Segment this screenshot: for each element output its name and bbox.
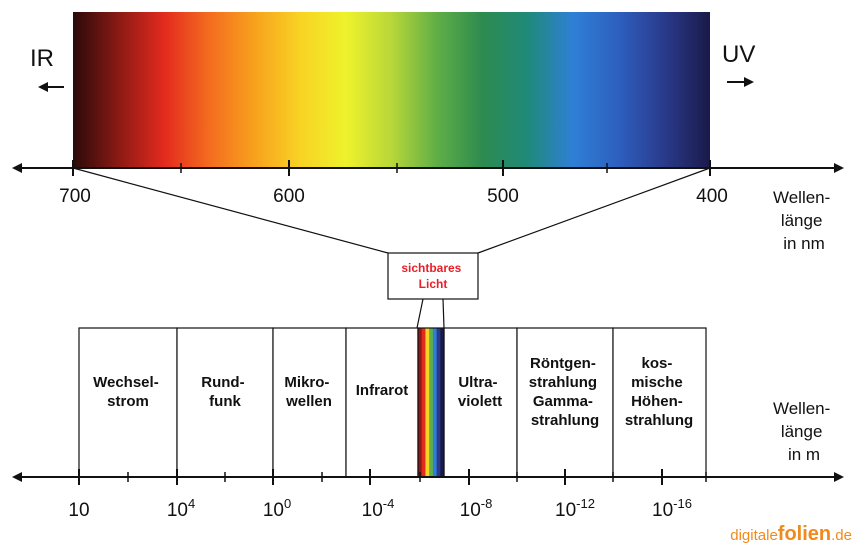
bottom-tick-label: 10-16 [652,496,692,521]
top-tick-label: 600 [273,186,305,207]
visible-strip-segment [436,328,441,477]
visible-light-line: Licht [419,277,448,291]
zoom-line-left [72,167,389,254]
tick-exponent: 0 [284,496,291,511]
tick-base: 10 [68,500,89,521]
band-label-infrarot: Infrarot [356,382,409,399]
visible-strip-segment [421,328,426,477]
band-label-line: kos- [641,355,672,372]
band-label-line: strahlung [625,412,693,429]
bottom-unit-line: Wellen- [773,399,830,418]
tick-exponent: 4 [188,496,195,511]
visible-strip-segment [432,328,437,477]
band-label-line: strahlung [531,412,599,429]
bottom-unit-line: länge [781,422,823,441]
tick-base: 10 [263,500,284,521]
band-label-line: wellen [285,393,332,410]
brand-part: .de [831,527,852,544]
top-unit-label: Wellen- länge in nm [773,188,835,253]
ir-label: IR [30,45,54,72]
bottom-tick-label: 10-8 [460,496,493,521]
band-box-hoehenstrahlung [612,327,707,478]
bottom-unit-line: in m [788,445,820,464]
tick-exponent: -8 [481,496,493,511]
tick-base: 10 [362,500,383,521]
visible-strip-segment [429,328,434,477]
top-unit-line: Wellen- [773,188,830,207]
tick-base: 10 [652,500,673,521]
visible-strip-segment [440,328,445,477]
top-unit-line: länge [781,211,823,230]
top-unit-line: in nm [783,234,825,253]
tick-base: 10 [167,500,188,521]
tick-base: 10 [555,500,576,521]
top-tick-label: 500 [487,186,519,207]
band-label-line: funk [209,393,241,410]
pointer-line-left [416,298,424,329]
band-label-hoehenstrahlung: kos- mische Höhen- strahlung [625,355,693,429]
zoom-line-right [477,167,711,254]
brand-part: folien [778,523,831,545]
band-label-line: mische [631,374,683,391]
visible-strip-segment [418,328,423,477]
visible-light-line: sichtbares [401,261,461,275]
band-box-roentgen [516,327,614,478]
bottom-tick-label: 100 [263,496,291,521]
brand-logo: digitalefolien.de [730,523,852,545]
bottom-tick-label: 10-12 [555,496,595,521]
band-label-line: strom [107,393,149,410]
bottom-tick-label: 10-4 [362,496,395,521]
band-label-wechselstrom: Wechsel- strom [93,374,163,410]
visible-spectrum-bar [73,12,710,168]
band-label-line: Röntgen- [530,355,596,372]
band-label-line: Rund- [201,374,244,391]
bottom-tick-label: 10 [68,500,89,521]
band-label-line: strahlung [529,374,597,391]
band-label-mikrowellen: Mikro- wellen [284,374,333,410]
band-label-rundfunk: Rund- funk [201,374,249,410]
band-label-line: Höhen- [631,393,683,410]
band-label-ultraviolett: Ultra- violett [458,374,502,410]
visible-strip-segment [425,328,430,477]
band-box-infrarot [345,327,419,478]
band-label-line: violett [458,393,502,410]
top-tick-label: 700 [59,186,91,207]
tick-base: 10 [460,500,481,521]
bottom-tick-label: 104 [167,496,195,521]
uv-label: UV [722,41,755,68]
visible-light-box [387,252,479,300]
top-tick-label: 400 [696,186,728,207]
tick-exponent: -16 [673,496,692,511]
bottom-axis-ticks [78,469,707,485]
bottom-unit-label: Wellen- länge in m [773,399,835,464]
band-label-line: Wechsel- [93,374,159,391]
band-label-line: Ultra- [458,374,497,391]
band-boxes [78,327,707,478]
band-label-roentgen: Röntgen- strahlung Gamma- strahlung [529,355,602,429]
pointer-line-right [442,298,445,329]
tick-exponent: -4 [383,496,395,511]
visible-light-strip [418,328,445,477]
visible-light-label: sichtbares Licht [401,261,464,291]
band-label-line: Gamma- [533,393,593,410]
band-label-line: Mikro- [284,374,329,391]
top-axis-ticks [72,160,711,176]
tick-exponent: -12 [576,496,595,511]
band-label-line: Infrarot [356,382,409,399]
brand-part: digitale [730,527,778,544]
